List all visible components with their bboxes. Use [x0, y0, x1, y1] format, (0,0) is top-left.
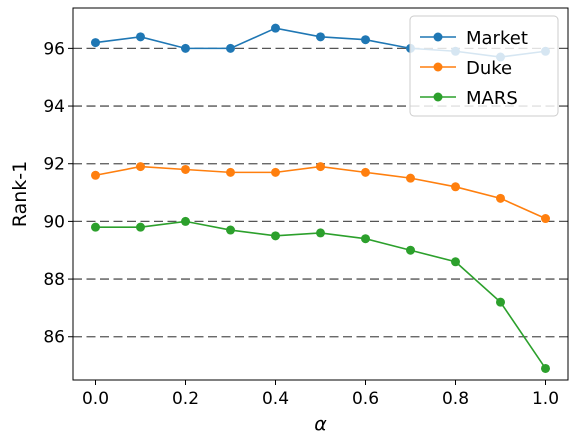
data-point-duke [541, 214, 550, 224]
y-tick-label: 96 [43, 39, 65, 59]
data-point-market [91, 38, 100, 48]
data-point-duke [496, 193, 505, 203]
data-point-mars [136, 222, 145, 232]
data-point-market [181, 43, 190, 53]
data-point-duke [181, 164, 190, 174]
data-point-mars [181, 216, 190, 226]
data-point-mars [496, 297, 505, 307]
data-point-mars [316, 228, 325, 238]
data-point-mars [541, 363, 550, 373]
data-point-mars [361, 234, 370, 244]
y-tick-label: 90 [43, 212, 65, 232]
legend-item-market: Market [420, 28, 528, 49]
x-tick-label: 1.0 [532, 389, 559, 409]
x-tick-label: 0.2 [172, 389, 199, 409]
y-tick-label: 88 [43, 270, 65, 290]
x-axis-label: α [314, 413, 327, 435]
grid-lines [73, 47, 568, 338]
y-tick-label: 94 [43, 97, 65, 117]
data-point-market [226, 43, 235, 53]
y-tick-label: 92 [43, 155, 65, 175]
data-point-mars [91, 222, 100, 232]
legend-box [409, 15, 559, 117]
legend-swatch-marker [433, 92, 443, 102]
data-point-duke [451, 182, 460, 192]
data-point-market [361, 35, 370, 45]
data-point-mars [271, 231, 280, 241]
legend-label: Duke [466, 58, 512, 79]
legend-swatch-marker [433, 32, 443, 42]
legend-item-duke: Duke [420, 58, 512, 79]
y-tick-label: 86 [43, 328, 65, 348]
x-tick-label: 0.8 [442, 389, 469, 409]
axis-ticks: 86 88 90 92 94 96 0.0 0.2 0.4 0.6 0.8 1.0 [43, 39, 559, 409]
data-point-mars [406, 245, 415, 255]
data-point-duke [361, 167, 370, 177]
data-point-mars [451, 257, 460, 267]
legend-label: MARS [466, 88, 518, 109]
data-point-duke [226, 167, 235, 177]
x-tick-label: 0.0 [82, 389, 109, 409]
legend-label: Market [466, 28, 528, 49]
data-point-mars [226, 225, 235, 235]
legend-swatch-marker [433, 62, 443, 72]
legend-item-mars: MARS [420, 88, 518, 109]
data-point-duke [136, 162, 145, 172]
data-point-duke [406, 173, 415, 183]
plot-frame [72, 7, 569, 381]
data-point-duke [316, 162, 325, 172]
x-tick-label: 0.4 [262, 389, 289, 409]
data-point-duke [91, 170, 100, 180]
data-point-duke [271, 167, 280, 177]
legend: Market Duke MARS [409, 15, 559, 117]
series-line-mars [95, 220, 547, 369]
data-point-market [136, 32, 145, 42]
x-tick-label: 0.6 [352, 389, 379, 409]
series-mars [91, 216, 550, 373]
series-line-duke [95, 165, 546, 220]
y-axis-label: Rank-1 [9, 161, 31, 227]
series-duke [91, 162, 550, 224]
data-point-market [271, 23, 280, 33]
data-point-market [316, 32, 325, 42]
